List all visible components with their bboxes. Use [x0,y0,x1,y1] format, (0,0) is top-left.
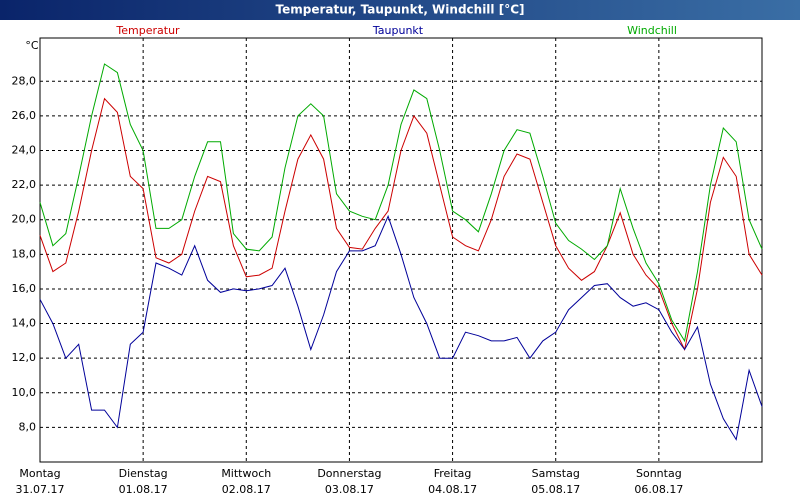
y-tick-label: 10,0 [12,386,37,399]
x-tick-date: 05.08.17 [531,483,580,496]
legend-entry: Windchill [627,24,677,37]
chart-title: Temperatur, Taupunkt, Windchill [°C] [276,3,525,17]
series-line [39,97,763,352]
x-tick-date: 06.08.17 [634,483,683,496]
x-tick-label: Sonntag [636,467,682,480]
y-tick-label: 14,0 [12,317,37,330]
y-unit: °C [25,39,39,52]
y-tick-label: 22,0 [12,178,37,191]
x-tick-label: Mittwoch [221,467,271,480]
x-tick-date: 31.07.17 [16,483,65,496]
y-tick-label: 12,0 [12,351,37,364]
y-tick-label: 16,0 [12,282,37,295]
x-tick-label: Dienstag [119,467,168,480]
x-tick-label: Donnerstag [317,467,381,480]
x-tick-label: Samstag [532,467,580,480]
title-bar [0,0,800,20]
x-tick-date: 03.08.17 [325,483,374,496]
series-line [39,214,763,441]
plot-frame [39,37,763,463]
y-tick-label: 28,0 [12,74,37,87]
y-tick-label: 20,0 [12,213,37,226]
y-tick-label: 26,0 [12,109,37,122]
x-tick-date: 02.08.17 [222,483,271,496]
x-tick-label: Freitag [434,467,472,480]
x-tick-date: 01.08.17 [119,483,168,496]
legend-entry: Taupunkt [372,24,424,37]
y-tick-label: 8,0 [19,420,37,433]
y-tick-label: 18,0 [12,247,37,260]
legend-entry: Temperatur [115,24,180,37]
series-line [39,63,763,343]
y-tick-label: 24,0 [12,143,37,156]
x-tick-date: 04.08.17 [428,483,477,496]
x-tick-label: Montag [19,467,60,480]
